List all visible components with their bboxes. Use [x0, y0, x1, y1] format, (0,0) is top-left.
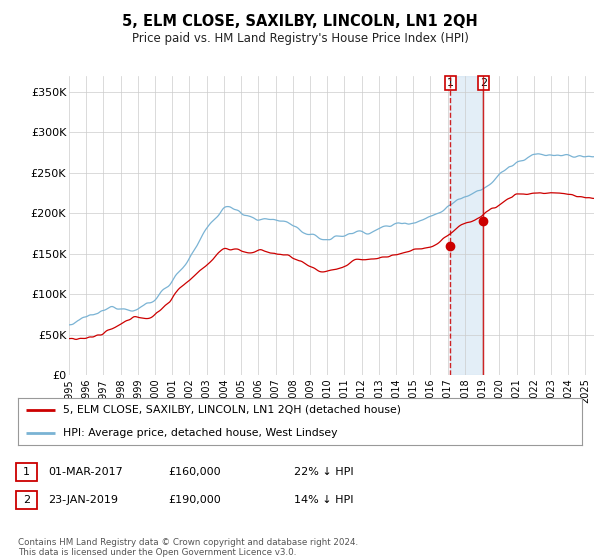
- Text: 1: 1: [23, 467, 30, 477]
- Text: HPI: Average price, detached house, West Lindsey: HPI: Average price, detached house, West…: [63, 428, 338, 438]
- Text: 5, ELM CLOSE, SAXILBY, LINCOLN, LN1 2QH (detached house): 5, ELM CLOSE, SAXILBY, LINCOLN, LN1 2QH …: [63, 404, 401, 414]
- Text: Price paid vs. HM Land Registry's House Price Index (HPI): Price paid vs. HM Land Registry's House …: [131, 32, 469, 45]
- Text: 2: 2: [480, 78, 487, 88]
- Bar: [451, 76, 484, 375]
- Text: 23-JAN-2019: 23-JAN-2019: [48, 495, 118, 505]
- Text: 01-MAR-2017: 01-MAR-2017: [48, 467, 123, 477]
- Text: 2: 2: [23, 495, 30, 505]
- Text: 14% ↓ HPI: 14% ↓ HPI: [294, 495, 353, 505]
- Text: £160,000: £160,000: [168, 467, 221, 477]
- Text: Contains HM Land Registry data © Crown copyright and database right 2024.
This d: Contains HM Land Registry data © Crown c…: [18, 538, 358, 557]
- Text: £190,000: £190,000: [168, 495, 221, 505]
- Text: 1: 1: [447, 78, 454, 88]
- Text: 22% ↓ HPI: 22% ↓ HPI: [294, 467, 353, 477]
- Text: 5, ELM CLOSE, SAXILBY, LINCOLN, LN1 2QH: 5, ELM CLOSE, SAXILBY, LINCOLN, LN1 2QH: [122, 14, 478, 29]
